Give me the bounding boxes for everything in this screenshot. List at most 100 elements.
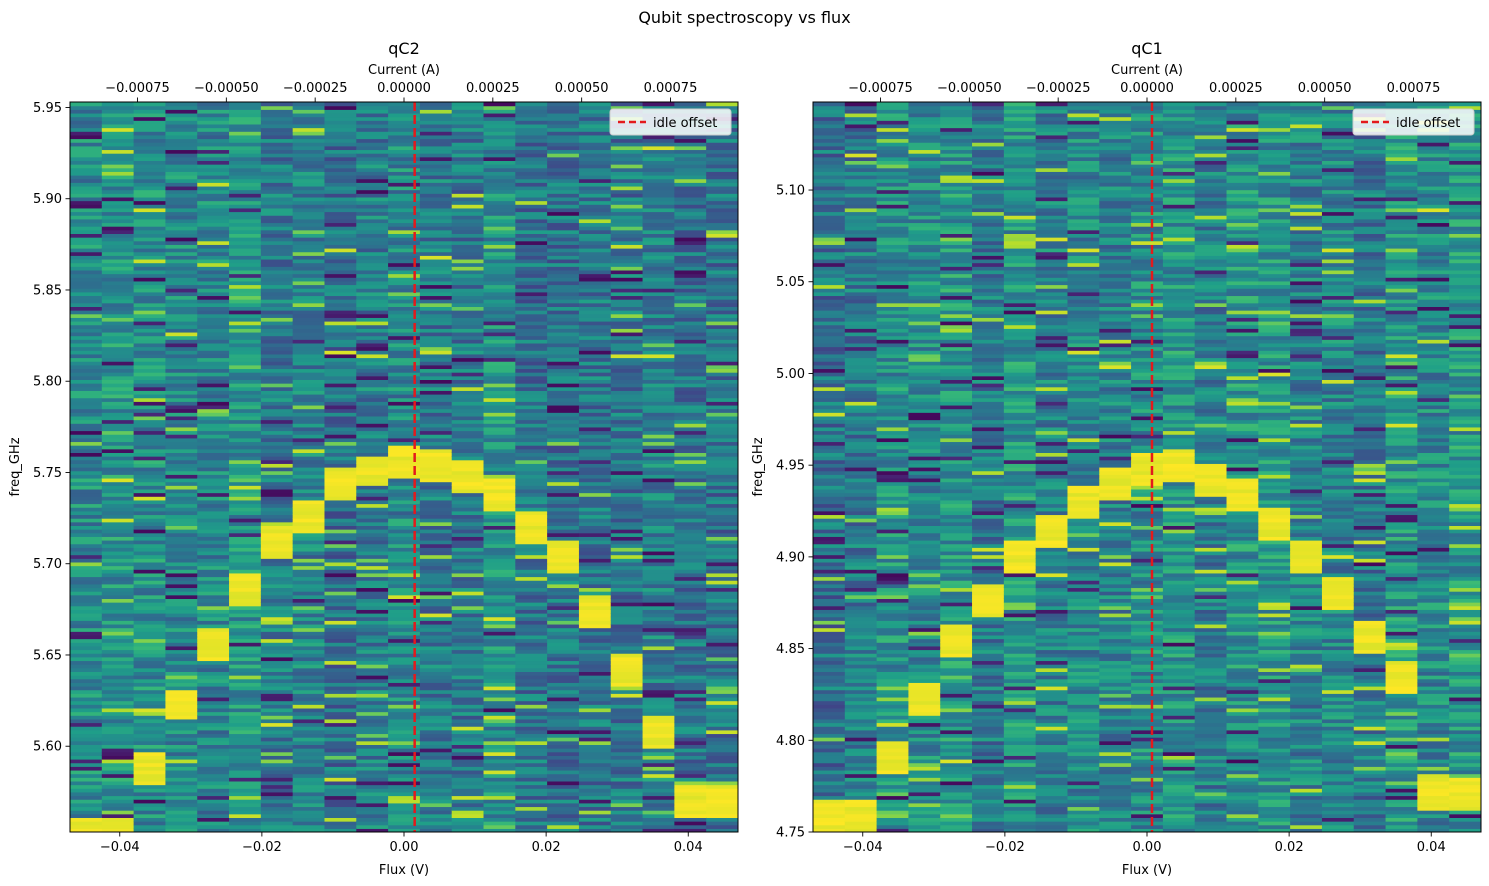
heatmap-cell (547, 817, 580, 822)
heatmap-cell (515, 613, 548, 618)
heatmap-cell (674, 456, 707, 461)
heatmap-cell (133, 777, 167, 782)
heatmap-cell (706, 452, 738, 457)
heatmap-cell (419, 372, 453, 377)
heatmap-cell (578, 328, 612, 333)
heatmap-cell (70, 291, 103, 297)
heatmap-cell (324, 572, 357, 578)
heatmap-cell (356, 561, 389, 567)
heatmap-cell (908, 810, 941, 815)
heatmap-cell (356, 102, 389, 107)
heatmap-cell (813, 467, 846, 472)
heatmap-cell (197, 200, 230, 205)
heatmap-cell (197, 211, 230, 216)
heatmap-cell (70, 689, 103, 694)
heatmap-cell (844, 678, 878, 683)
heatmap-cell (165, 266, 198, 271)
heatmap-cell (292, 258, 326, 264)
heatmap-cell (706, 729, 738, 735)
heatmap-cell (229, 434, 262, 439)
heatmap-cell (451, 229, 485, 234)
heatmap-cell (844, 284, 878, 289)
heatmap-cell (451, 364, 485, 370)
heatmap-cell (70, 383, 103, 388)
heatmap-cell (578, 459, 612, 464)
heatmap-cell (356, 518, 389, 523)
heatmap-cell (70, 251, 103, 256)
heatmap-cell (133, 134, 167, 140)
heatmap-cell (388, 463, 421, 468)
heatmap-cell (610, 477, 644, 483)
heatmap-cell (101, 744, 135, 749)
heatmap-cell (197, 262, 230, 267)
heatmap-cell (844, 379, 878, 384)
heatmap-cell (165, 445, 198, 450)
heatmap-cell (197, 653, 230, 658)
heatmap-cell (356, 591, 389, 596)
heatmap-cell (483, 237, 516, 242)
heatmap-cell (292, 777, 326, 782)
heatmap-cell (483, 423, 516, 428)
heatmap-cell (229, 437, 262, 443)
heatmap-cell (292, 550, 326, 556)
heatmap-cell (642, 550, 675, 556)
heatmap-cell (642, 806, 675, 811)
heatmap-cell (133, 226, 167, 231)
heatmap-cell (908, 693, 941, 698)
heatmap-cell (260, 448, 294, 453)
heatmap-cell (260, 149, 294, 154)
heatmap-cell (133, 291, 167, 297)
heatmap-cell (642, 751, 675, 756)
heatmap-cell (229, 726, 262, 731)
heatmap-cell (876, 638, 910, 643)
heatmap-cell (292, 693, 326, 698)
heatmap-cell (419, 481, 453, 486)
heatmap-cell (844, 131, 878, 136)
heatmap-cell (260, 277, 294, 282)
heatmap-cell (70, 788, 103, 793)
heatmap-cell (324, 529, 357, 534)
heatmap-cell (388, 481, 421, 486)
heatmap-cell (165, 711, 198, 716)
heatmap-cell (578, 273, 612, 278)
heatmap-cell (197, 116, 230, 121)
heatmap-cell (483, 295, 516, 300)
heatmap-cell (165, 368, 198, 373)
heatmap-cell (674, 266, 707, 271)
heatmap-cell (876, 342, 910, 348)
heatmap-cell (876, 437, 910, 443)
heatmap-cell (324, 112, 357, 118)
heatmap-cell (133, 266, 167, 271)
heatmap-cell (292, 485, 326, 490)
heatmap-cell (101, 112, 135, 118)
heatmap-cell (165, 109, 198, 114)
heatmap-cell (547, 448, 580, 453)
heatmap-cell (578, 394, 612, 399)
heatmap-cell (133, 175, 167, 180)
heatmap-cell (674, 507, 707, 512)
heatmap-cell (674, 558, 707, 563)
heatmap-cell (197, 700, 230, 705)
heatmap-cell (324, 828, 357, 832)
heatmap-cell (388, 273, 421, 278)
heatmap-cell (356, 664, 389, 669)
heatmap-cell (642, 824, 675, 829)
heatmap-cell (133, 547, 167, 552)
heatmap-cell (133, 704, 167, 709)
heatmap-cell (706, 222, 738, 227)
heatmap-cell (324, 653, 357, 658)
heatmap-cell (388, 576, 421, 581)
heatmap-cell (515, 711, 548, 716)
heatmap-cell (101, 434, 135, 439)
heatmap-cell (610, 390, 644, 395)
heatmap-cell (876, 485, 910, 490)
heatmap-cell (844, 675, 878, 680)
heatmap-cell (324, 441, 357, 446)
heatmap-cell (706, 331, 738, 337)
heatmap-cell (133, 463, 167, 468)
heatmap-cell (642, 302, 675, 307)
heatmap-cell (388, 591, 421, 596)
heatmap-cell (197, 171, 230, 176)
heatmap-cell (813, 693, 846, 698)
heatmap-cell (292, 299, 326, 304)
